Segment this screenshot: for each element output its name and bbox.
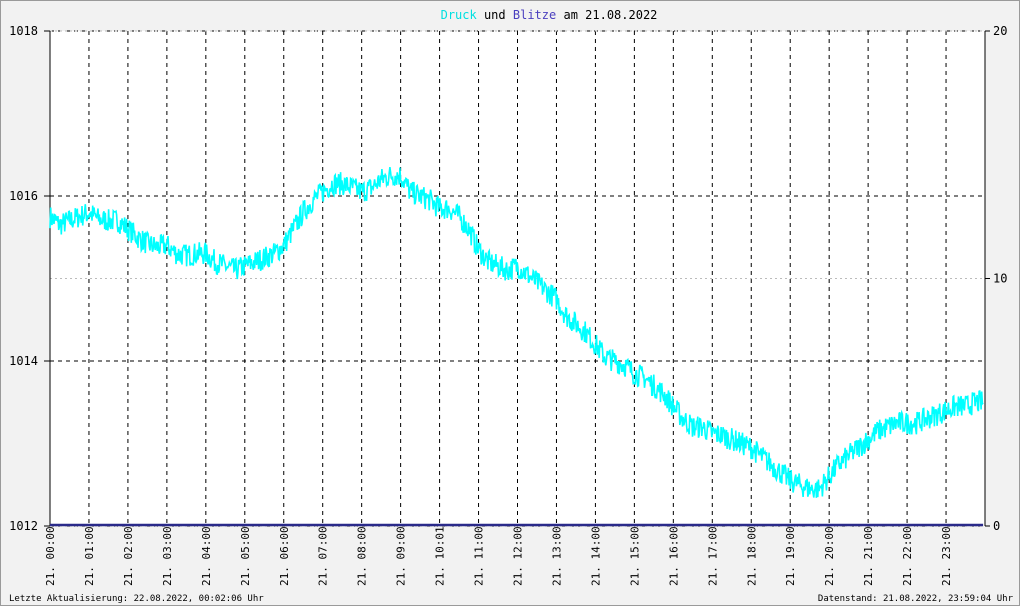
axes: [44, 30, 990, 527]
series-layer: [49, 166, 984, 527]
right-tick-label: 10: [993, 272, 1007, 286]
x-tick-label: 21. 18:00: [745, 526, 758, 586]
left-tick-label: 1018: [9, 24, 38, 38]
title-druck: Druck: [441, 8, 478, 22]
x-tick-label: 21. 02:00: [122, 526, 135, 586]
x-tick-label: 21. 09:00: [395, 526, 408, 586]
x-tick-label: 21. 03:00: [161, 526, 174, 586]
title-und-word: und: [484, 8, 506, 22]
x-tick-label: 21. 01:00: [83, 526, 96, 586]
footer-data-status: Datenstand: 21.08.2022, 23:59:04 Uhr: [818, 594, 1014, 604]
x-tick-label: 21. 10:01: [434, 526, 447, 586]
grid: [50, 30, 985, 527]
x-tick-label: 21. 04:00: [200, 526, 213, 586]
footer-last-update: Letzte Aktualisierung: 22.08.2022, 00:02…: [9, 594, 264, 604]
x-tick-label: 21. 21:00: [862, 526, 875, 586]
x-tick-label: 21. 05:00: [239, 526, 252, 586]
chart-title: Druck und Blitze am 21.08.2022: [441, 8, 658, 22]
x-tick-label: 21. 14:00: [589, 526, 602, 586]
right-tick-label: 0: [993, 519, 1000, 533]
x-tick-label: 21. 08:00: [356, 526, 369, 586]
series-druck-line: [49, 166, 984, 498]
x-tick-label: 21. 15:00: [628, 526, 641, 586]
x-tick-label: 21. 17:00: [706, 526, 719, 586]
x-tick-label: 21. 19:00: [784, 526, 797, 586]
x-tick-label: 21. 00:00: [44, 526, 57, 586]
left-tick-label: 1014: [9, 354, 38, 368]
x-tick-label: 21. 22:00: [901, 526, 914, 586]
title-date: am 21.08.2022: [563, 8, 657, 22]
x-tick-label: 21. 07:00: [317, 526, 330, 586]
left-tick-label: 1016: [9, 189, 38, 203]
x-tick-label: 21. 13:00: [550, 526, 563, 586]
x-tick-label: 21. 11:00: [473, 526, 486, 586]
left-tick-label: 1012: [9, 519, 38, 533]
x-tick-label: 21. 16:00: [667, 526, 680, 586]
title-blitze: Blitze: [513, 8, 556, 22]
axis-labels: 1012 1014 1016 1018 0 10 20 21. 00:00 21. 01:00 2…: [9, 24, 1007, 586]
x-tick-label: 21. 12:00: [512, 526, 525, 586]
right-tick-label: 20: [993, 24, 1007, 38]
x-tick-label: 21. 20:00: [823, 526, 836, 586]
x-tick-label: 21. 23:00: [940, 526, 953, 586]
x-tick-label: 21. 06:00: [278, 526, 291, 586]
